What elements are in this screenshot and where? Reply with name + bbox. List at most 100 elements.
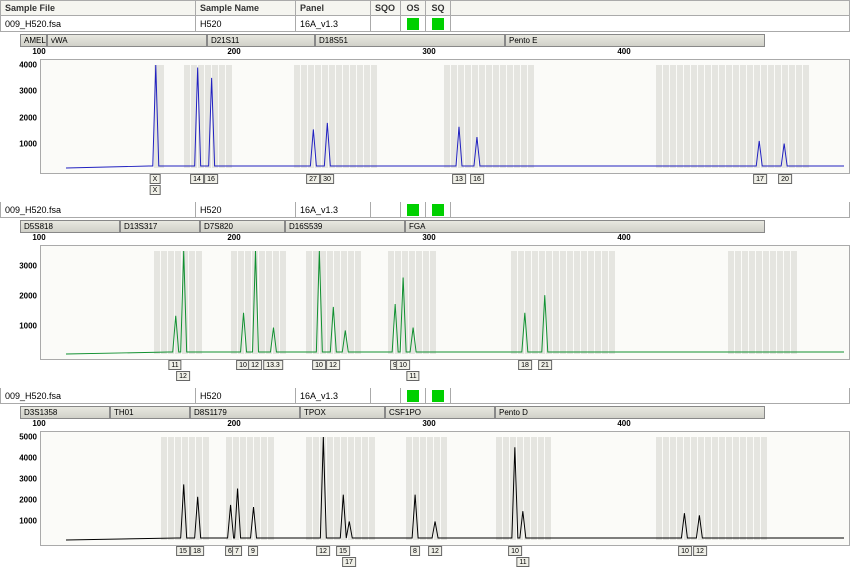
trace-line: [66, 251, 844, 354]
marker-label[interactable]: D8S1179: [190, 406, 300, 419]
chart-area[interactable]: 10002000300040005000: [40, 431, 850, 546]
allele-call[interactable]: 10: [508, 546, 522, 556]
marker-label[interactable]: CSF1PO: [385, 406, 495, 419]
allele-call[interactable]: 17: [342, 557, 356, 567]
marker-label[interactable]: D13S317: [120, 220, 200, 233]
y-tick-label: 2000: [19, 292, 37, 301]
os-status-cell: [401, 202, 426, 217]
marker-label[interactable]: Pento D: [495, 406, 765, 419]
plot-area: [66, 65, 844, 168]
allele-call[interactable]: 13: [452, 174, 466, 184]
allele-calls-row: XX1416273013161720: [65, 174, 850, 194]
allele-call[interactable]: 10: [678, 546, 692, 556]
sq-status-cell: [426, 388, 451, 403]
panel-cell: 16A_v1.3: [296, 16, 371, 31]
chart-area[interactable]: 1000200030004000: [40, 59, 850, 174]
header-sq[interactable]: SQ: [426, 1, 451, 15]
x-tick-label: 300: [422, 233, 435, 242]
y-tick-label: 1000: [19, 139, 37, 148]
status-indicator-icon: [432, 18, 444, 30]
allele-calls-row: 151867912151781210111012: [65, 546, 850, 566]
marker-label[interactable]: FGA: [405, 220, 765, 233]
allele-call[interactable]: X: [150, 185, 161, 195]
y-tick-label: 3000: [19, 475, 37, 484]
trace-line: [66, 65, 844, 168]
x-tick-label: 400: [617, 419, 630, 428]
allele-call[interactable]: 12: [316, 546, 330, 556]
sample-name-cell: H520: [196, 16, 296, 31]
marker-label[interactable]: vWA: [47, 34, 207, 47]
allele-call[interactable]: 14: [190, 174, 204, 184]
allele-call[interactable]: 20: [778, 174, 792, 184]
allele-call[interactable]: 15: [176, 546, 190, 556]
allele-call[interactable]: 11: [168, 360, 181, 370]
y-axis: 10002000300040005000: [1, 432, 39, 545]
x-tick-label: 100: [32, 419, 45, 428]
allele-calls-row: 1112101213.31012910111821: [65, 360, 850, 380]
x-axis: 100200300400: [0, 419, 850, 431]
allele-call[interactable]: 10: [312, 360, 326, 370]
x-tick-label: 100: [32, 47, 45, 56]
allele-call[interactable]: 16: [204, 174, 218, 184]
marker-label[interactable]: Pento E: [505, 34, 765, 47]
header-sample-name[interactable]: Sample Name: [196, 1, 296, 15]
marker-label[interactable]: D21S11: [207, 34, 315, 47]
sq-status-cell: [426, 16, 451, 31]
allele-call[interactable]: X: [150, 174, 161, 184]
marker-label[interactable]: TPOX: [300, 406, 385, 419]
header-os[interactable]: OS: [401, 1, 426, 15]
allele-call[interactable]: 15: [336, 546, 350, 556]
status-indicator-icon: [407, 390, 419, 402]
marker-label[interactable]: TH01: [110, 406, 190, 419]
allele-call[interactable]: 8: [410, 546, 420, 556]
header-panel[interactable]: Panel: [296, 1, 371, 15]
allele-call[interactable]: 17: [753, 174, 767, 184]
y-tick-label: 3000: [19, 262, 37, 271]
panel-cell: 16A_v1.3: [296, 388, 371, 403]
sample-file-cell: 009_H520.fsa: [1, 388, 196, 403]
x-tick-label: 400: [617, 233, 630, 242]
allele-call[interactable]: 21: [538, 360, 552, 370]
sqo-cell: [371, 388, 401, 403]
allele-call[interactable]: 18: [518, 360, 532, 370]
marker-label[interactable]: D16S539: [285, 220, 405, 233]
plot-area: [66, 437, 844, 540]
allele-call[interactable]: 16: [470, 174, 484, 184]
sample-info-row: 009_H520.fsaH52016A_v1.3: [0, 202, 850, 218]
allele-call[interactable]: 9: [248, 546, 258, 556]
status-indicator-icon: [432, 204, 444, 216]
marker-label[interactable]: D7S820: [200, 220, 285, 233]
chart-area[interactable]: 100020003000: [40, 245, 850, 360]
marker-label[interactable]: D3S1358: [20, 406, 110, 419]
y-tick-label: 2000: [19, 496, 37, 505]
allele-call[interactable]: 11: [516, 557, 529, 567]
trace-line: [66, 437, 844, 540]
allele-call[interactable]: 12: [176, 371, 190, 381]
y-tick-label: 4000: [19, 61, 37, 70]
allele-call[interactable]: 27: [306, 174, 320, 184]
x-tick-label: 100: [32, 233, 45, 242]
x-tick-label: 200: [227, 233, 240, 242]
allele-call[interactable]: 12: [326, 360, 340, 370]
allele-call[interactable]: 11: [406, 371, 419, 381]
marker-label[interactable]: D18S51: [315, 34, 505, 47]
allele-call[interactable]: 12: [248, 360, 262, 370]
column-header-row: Sample FileSample NamePanelSQOOSSQ: [0, 0, 850, 16]
header-sqo[interactable]: SQO: [371, 1, 401, 15]
y-tick-label: 2000: [19, 113, 37, 122]
allele-call[interactable]: 12: [428, 546, 442, 556]
header-sample-file[interactable]: Sample File: [1, 1, 196, 15]
allele-call[interactable]: 18: [190, 546, 204, 556]
x-axis: 100 200 300 400: [0, 233, 850, 245]
sqo-cell: [371, 16, 401, 31]
electropherogram-panel-1: 009_H520.fsaH52016A_v1.3 D5S818D13S317D7S…: [0, 202, 850, 380]
marker-label[interactable]: D5S818: [20, 220, 120, 233]
allele-call[interactable]: 7: [232, 546, 242, 556]
sample-name-cell: H520: [196, 202, 296, 217]
allele-call[interactable]: 30: [320, 174, 334, 184]
electropherogram-panel-0: 009_H520.fsaH52016A_v1.3AMELvWAD21S11D18…: [0, 16, 850, 194]
marker-label[interactable]: AMEL: [20, 34, 47, 47]
allele-call[interactable]: 10: [396, 360, 410, 370]
allele-call[interactable]: 13.3: [263, 360, 283, 370]
allele-call[interactable]: 12: [693, 546, 707, 556]
